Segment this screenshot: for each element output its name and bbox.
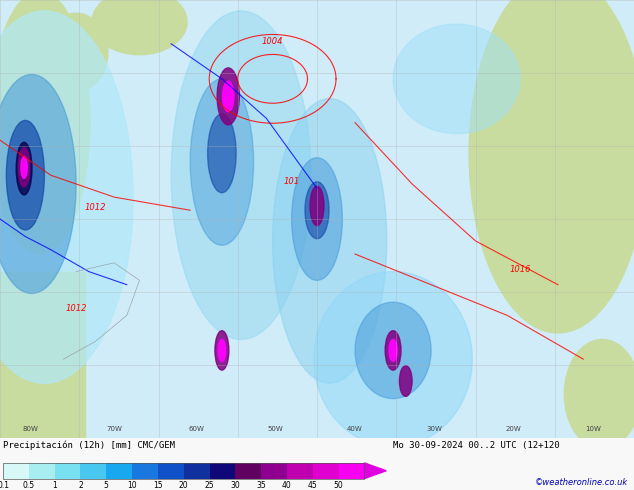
Text: 10W: 10W (585, 426, 601, 433)
Text: 50: 50 (333, 481, 344, 490)
Text: 0.1: 0.1 (0, 481, 9, 490)
Text: 30W: 30W (426, 426, 443, 433)
Text: 60W: 60W (188, 426, 205, 433)
Ellipse shape (355, 302, 431, 398)
Bar (235, 463, 261, 479)
Ellipse shape (564, 340, 634, 449)
Text: 40: 40 (282, 481, 292, 490)
Ellipse shape (393, 24, 520, 134)
Ellipse shape (310, 186, 324, 225)
Text: 30: 30 (230, 481, 240, 490)
Ellipse shape (223, 81, 234, 112)
Polygon shape (365, 463, 386, 479)
Ellipse shape (190, 79, 254, 245)
Text: ©weatheronline.co.uk: ©weatheronline.co.uk (534, 478, 628, 488)
Text: 40W: 40W (347, 426, 363, 433)
Ellipse shape (21, 156, 27, 178)
Text: 1: 1 (52, 481, 57, 490)
Text: 20W: 20W (506, 426, 521, 433)
Bar (184, 463, 209, 479)
Ellipse shape (305, 182, 329, 239)
Text: 35: 35 (256, 481, 266, 490)
Ellipse shape (18, 147, 30, 187)
Bar (158, 463, 184, 479)
Text: 1016: 1016 (509, 265, 531, 273)
Ellipse shape (217, 68, 239, 125)
Bar (132, 463, 158, 479)
Bar (3, 463, 365, 479)
Text: 101: 101 (283, 177, 300, 186)
Ellipse shape (0, 11, 133, 383)
Ellipse shape (389, 340, 397, 361)
Text: 1004: 1004 (262, 37, 283, 46)
Text: 50W: 50W (268, 426, 283, 433)
Bar (55, 463, 81, 479)
Text: 45: 45 (308, 481, 318, 490)
Ellipse shape (0, 74, 76, 294)
Ellipse shape (171, 11, 311, 340)
Ellipse shape (469, 0, 634, 333)
Ellipse shape (6, 121, 44, 230)
Ellipse shape (292, 158, 342, 280)
Text: 10: 10 (127, 481, 137, 490)
Text: 80W: 80W (22, 426, 39, 433)
Ellipse shape (385, 331, 401, 370)
Text: 2: 2 (78, 481, 83, 490)
Text: 15: 15 (153, 481, 163, 490)
Ellipse shape (399, 366, 412, 396)
Text: 70W: 70W (106, 426, 122, 433)
Bar (107, 463, 132, 479)
Text: 20: 20 (179, 481, 188, 490)
Text: Precipitación (12h) [mm] CMC/GEM: Precipitación (12h) [mm] CMC/GEM (3, 441, 175, 450)
Ellipse shape (215, 331, 229, 370)
Ellipse shape (273, 98, 387, 383)
Text: 5: 5 (104, 481, 108, 490)
Ellipse shape (314, 271, 472, 447)
Text: 1012: 1012 (65, 304, 87, 313)
Bar (81, 463, 107, 479)
Bar (339, 463, 365, 479)
Ellipse shape (92, 0, 187, 55)
Text: Mo 30-09-2024 00..2 UTC (12+120: Mo 30-09-2024 00..2 UTC (12+120 (393, 441, 560, 450)
Text: 1012: 1012 (84, 203, 106, 212)
Ellipse shape (207, 114, 236, 193)
Bar (0, 271, 85, 438)
Ellipse shape (218, 340, 226, 361)
Bar (313, 463, 339, 479)
Bar (3, 463, 29, 479)
Ellipse shape (0, 0, 90, 254)
Ellipse shape (44, 13, 108, 92)
Bar (261, 463, 287, 479)
Text: 25: 25 (205, 481, 214, 490)
Text: 0.5: 0.5 (23, 481, 35, 490)
Ellipse shape (16, 143, 32, 195)
Bar (209, 463, 235, 479)
Bar (287, 463, 313, 479)
Bar (29, 463, 55, 479)
